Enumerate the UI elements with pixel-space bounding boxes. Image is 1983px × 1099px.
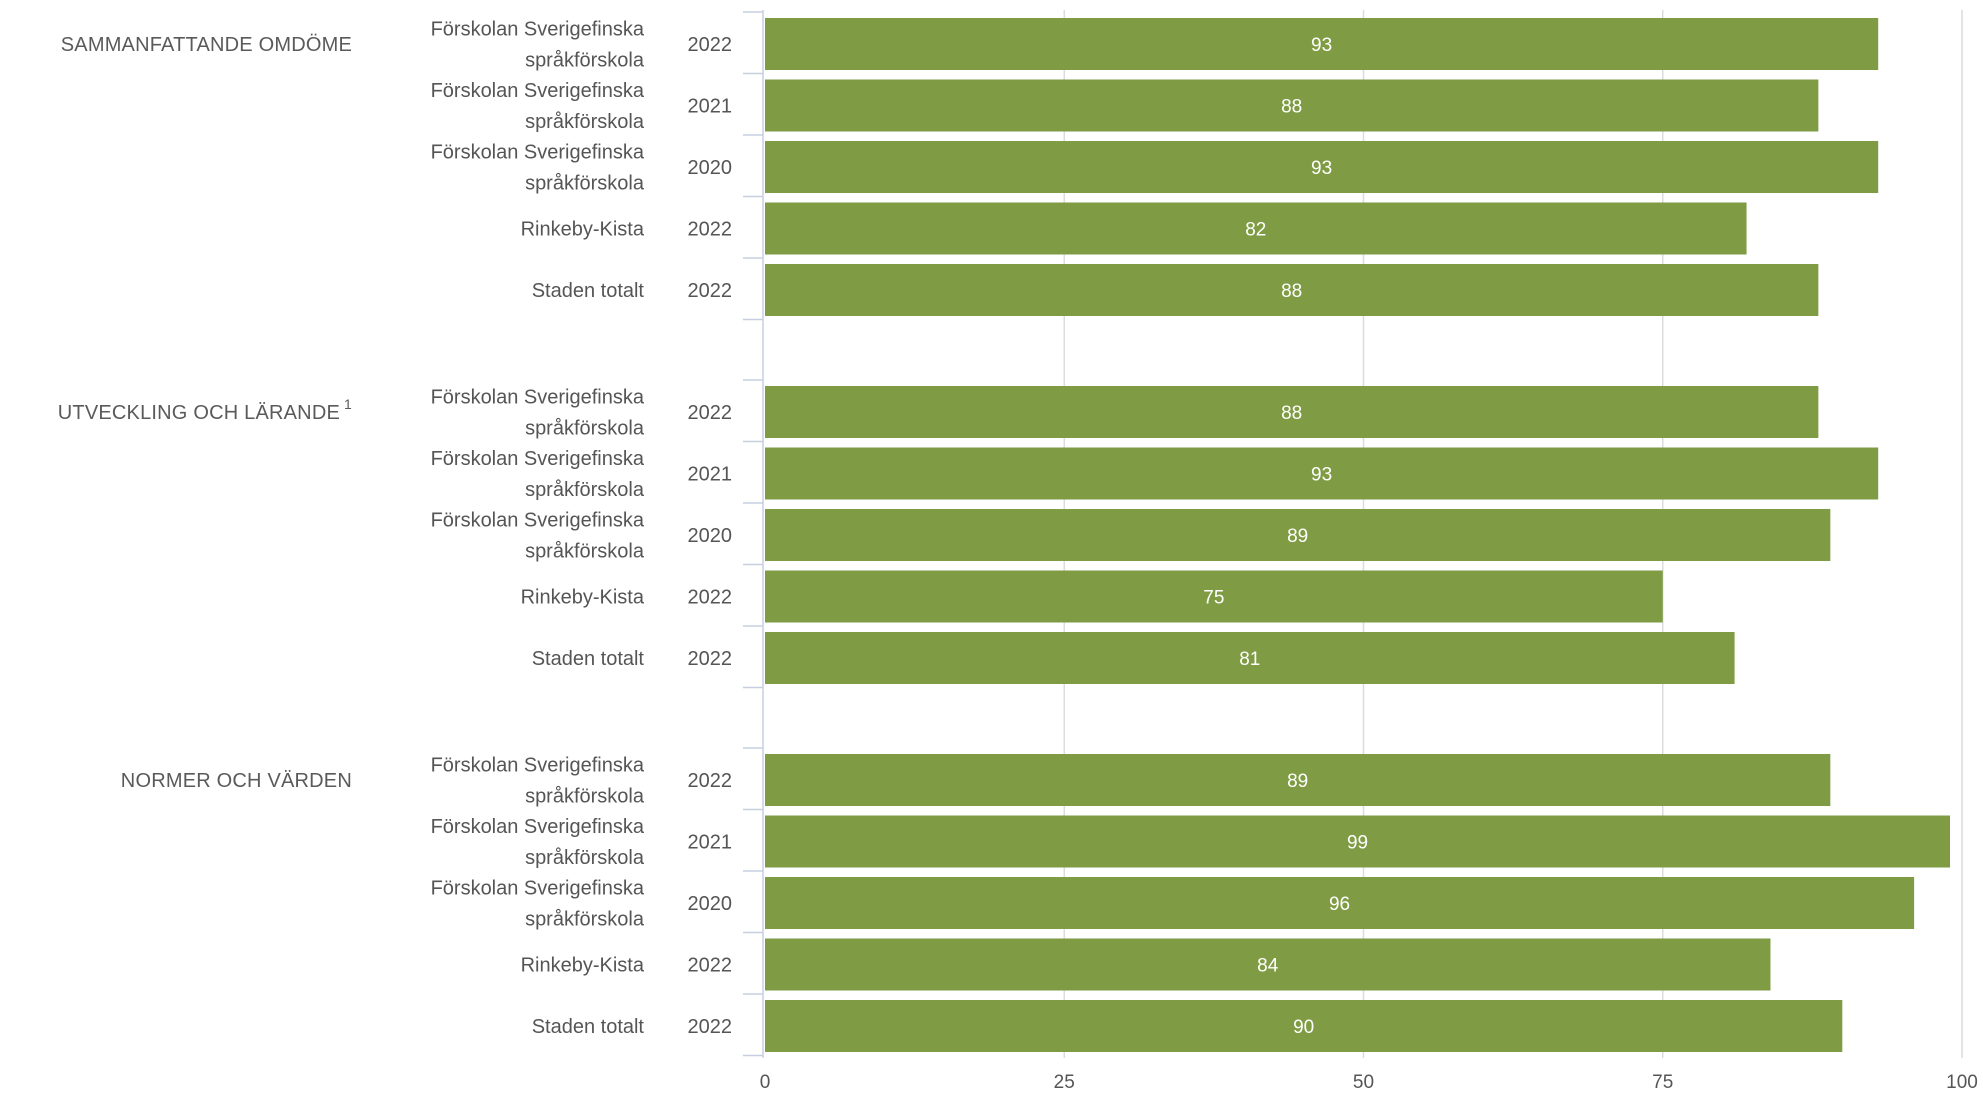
data-label: 82 — [1245, 220, 1266, 241]
bar — [765, 815, 1951, 868]
bar — [765, 141, 1879, 193]
entity-label: Staden totalt — [532, 1016, 645, 1038]
bar — [765, 18, 1879, 70]
entity-label: Förskolan Sverigefinska — [431, 387, 645, 409]
entity-label: Staden totalt — [532, 648, 645, 670]
entity-label: Förskolan Sverigefinska — [431, 142, 645, 164]
data-label: 88 — [1281, 281, 1302, 302]
bar — [765, 509, 1831, 561]
entity-label: Förskolan Sverigefinska — [431, 448, 645, 470]
year-label: 2021 — [688, 96, 733, 118]
entity-label: Rinkeby-Kista — [521, 219, 645, 241]
year-label: 2022 — [688, 402, 733, 424]
year-label: 2022 — [688, 648, 733, 670]
entity-label: språkförskola — [525, 909, 645, 931]
bar — [765, 632, 1735, 684]
x-axis-ticks: 0 25 50 75 100 — [760, 1072, 1978, 1093]
group-label: SAMMANFATTANDE OMDÖME — [61, 34, 352, 56]
data-label: 99 — [1347, 833, 1368, 854]
year-label: 2020 — [688, 157, 733, 179]
bar — [765, 264, 1819, 316]
entity-label: Förskolan Sverigefinska — [431, 755, 645, 777]
year-label: 2022 — [688, 219, 733, 241]
bar — [765, 754, 1831, 806]
bar — [765, 447, 1879, 500]
year-label: 2022 — [688, 955, 733, 977]
entity-label: Förskolan Sverigefinska — [431, 510, 645, 532]
data-label: 81 — [1239, 649, 1260, 670]
entity-label: språkförskola — [525, 786, 645, 808]
data-label: 96 — [1329, 894, 1350, 915]
entity-label: Förskolan Sverigefinska — [431, 816, 645, 838]
bar — [765, 938, 1771, 991]
entity-label: språkförskola — [525, 847, 645, 869]
entity-label: Rinkeby-Kista — [521, 955, 645, 977]
year-label: 2022 — [688, 1016, 733, 1038]
bar — [765, 1000, 1843, 1052]
data-label: 89 — [1287, 771, 1308, 792]
data-label: 88 — [1281, 403, 1302, 424]
entity-label: Förskolan Sverigefinska — [431, 878, 645, 900]
year-label: 2022 — [688, 280, 733, 302]
year-label: 2021 — [688, 464, 733, 486]
entity-label: språkförskola — [525, 173, 645, 195]
bar — [765, 202, 1747, 255]
data-label: 93 — [1311, 158, 1332, 179]
x-tick-label-25: 25 — [1054, 1072, 1075, 1093]
entity-label: Staden totalt — [532, 280, 645, 302]
category-axis — [743, 10, 764, 1058]
bar — [765, 386, 1819, 438]
year-label: 2022 — [688, 587, 733, 609]
year-label: 2022 — [688, 34, 733, 56]
entity-label: språkförskola — [525, 111, 645, 133]
year-label: 2021 — [688, 832, 733, 854]
x-tick-label-75: 75 — [1652, 1072, 1673, 1093]
data-label: 84 — [1257, 956, 1279, 977]
entity-label: Förskolan Sverigefinska — [431, 19, 645, 41]
year-label: 2022 — [688, 770, 733, 792]
data-label: 89 — [1287, 526, 1308, 547]
data-label: 88 — [1281, 97, 1302, 118]
bars: 93 88 93 82 88 88 93 89 75 81 89 99 96 84 90 — [765, 18, 1951, 1052]
bar — [765, 877, 1915, 929]
entity-label: språkförskola — [525, 479, 645, 501]
data-label: 75 — [1203, 588, 1224, 609]
year-label: 2020 — [688, 893, 733, 915]
data-label: 93 — [1311, 465, 1332, 486]
entity-label: språkförskola — [525, 418, 645, 440]
year-label: 2020 — [688, 525, 733, 547]
x-tick-label-100: 100 — [1946, 1072, 1978, 1093]
bar — [765, 79, 1819, 132]
group-label: NORMER OCH VÄRDEN — [121, 770, 352, 792]
x-tick-label-50: 50 — [1353, 1072, 1374, 1093]
entity-label: språkförskola — [525, 541, 645, 563]
entity-label: Förskolan Sverigefinska — [431, 80, 645, 102]
entity-label: språkförskola — [525, 50, 645, 72]
data-label: 90 — [1293, 1017, 1314, 1038]
x-tick-label-0: 0 — [760, 1072, 771, 1093]
group-label: UTVECKLING OCH LÄRANDE 1 — [58, 396, 352, 424]
entity-label: Rinkeby-Kista — [521, 587, 645, 609]
category-labels: SAMMANFATTANDE OMDÖME 2022 Förskolan Sveri… — [58, 19, 732, 1039]
bar — [765, 570, 1663, 623]
data-label: 93 — [1311, 35, 1332, 56]
